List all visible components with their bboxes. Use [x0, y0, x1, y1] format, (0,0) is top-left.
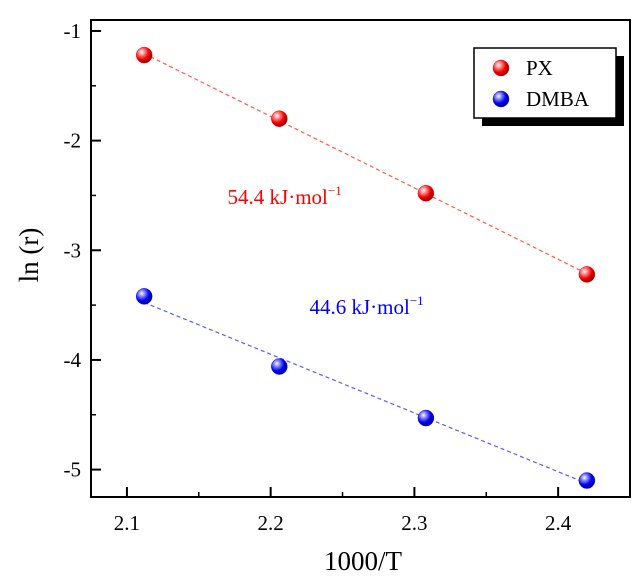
legend-marker-px	[492, 59, 510, 77]
y-tick-label: -4	[64, 348, 82, 372]
legend-label-dmba: DMBA	[526, 87, 590, 111]
data-point-px	[578, 266, 596, 283]
fit-line-dmba	[143, 301, 588, 485]
x-tick-label: 2.4	[545, 511, 572, 535]
legend-label-px: PX	[526, 56, 553, 80]
data-point-dmba	[135, 288, 153, 305]
legend: PX DMBA	[473, 47, 624, 126]
fit-line-px	[143, 53, 588, 275]
data-point-px	[271, 110, 288, 127]
legend-marker-dmba	[492, 90, 510, 108]
y-tick-label: -3	[64, 238, 82, 262]
annotation-energy: 44.6 kJ·mol−1	[309, 293, 423, 319]
data-point-dmba	[417, 409, 435, 427]
data-point-px	[135, 46, 153, 64]
y-tick-label: -5	[64, 458, 82, 482]
data-point-dmba	[578, 472, 596, 489]
y-axis-label: ln (r)	[14, 228, 44, 283]
y-tick-label: -2	[64, 129, 82, 153]
data-point-px	[417, 185, 435, 202]
plot-frame	[90, 19, 631, 498]
x-tick-label: 2.3	[401, 511, 427, 535]
x-tick-label: 2.2	[258, 511, 284, 535]
plot-layer: 2.1 2.2 2.3 2.4 -1 -2 -3 -4 -5 54.4 kJ·mol−1 44.6 …	[64, 19, 631, 535]
y-tick-label: -1	[64, 19, 82, 43]
x-tick-label: 2.1	[114, 511, 140, 535]
x-axis-label: 1000/T	[324, 546, 403, 576]
data-point-dmba	[271, 358, 288, 375]
annotation-energy: 54.4 kJ·mol−1	[228, 183, 342, 209]
